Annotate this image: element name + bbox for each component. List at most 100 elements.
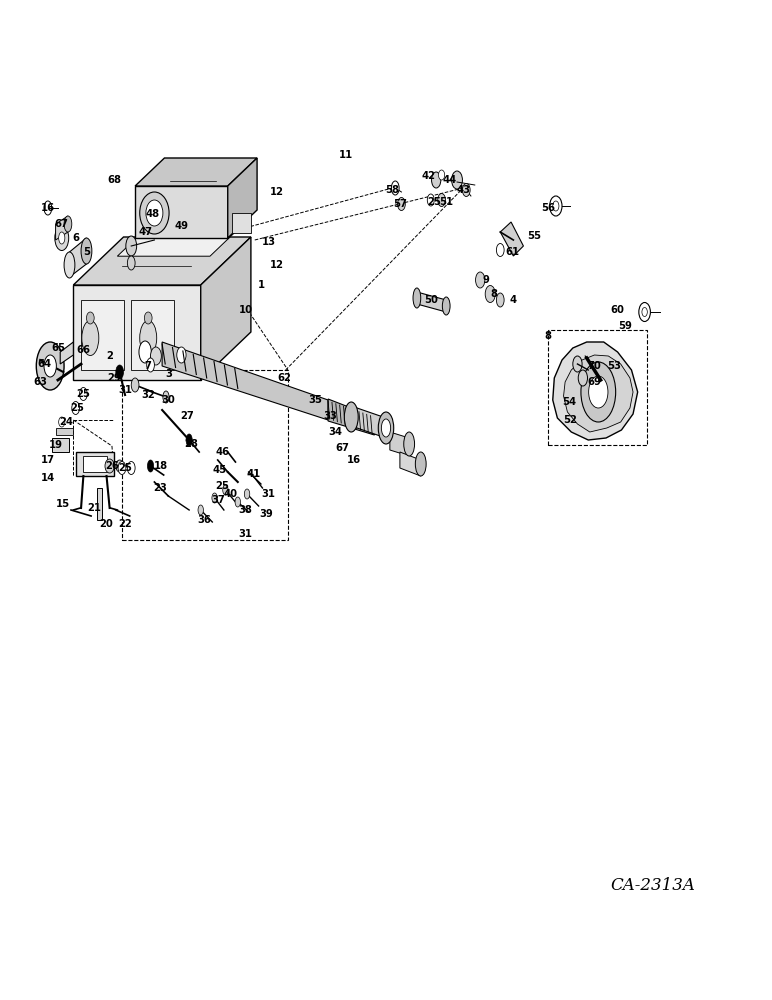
Text: 29: 29 xyxy=(107,373,121,383)
Text: 11: 11 xyxy=(339,150,353,160)
Text: 47: 47 xyxy=(138,227,152,237)
Polygon shape xyxy=(73,285,201,380)
Ellipse shape xyxy=(59,232,65,244)
Text: 37: 37 xyxy=(211,495,225,505)
Ellipse shape xyxy=(462,184,470,196)
Text: 48: 48 xyxy=(146,209,160,219)
Ellipse shape xyxy=(222,485,229,495)
Text: 31: 31 xyxy=(239,529,252,539)
Ellipse shape xyxy=(147,460,154,472)
Text: 8: 8 xyxy=(544,331,552,341)
Polygon shape xyxy=(390,432,409,456)
Text: 32: 32 xyxy=(141,390,155,400)
Text: 58: 58 xyxy=(385,185,399,195)
Bar xyxy=(81,300,124,370)
Text: 12: 12 xyxy=(269,187,283,197)
Ellipse shape xyxy=(186,434,192,446)
Ellipse shape xyxy=(496,243,504,256)
Ellipse shape xyxy=(82,320,99,356)
Text: 31: 31 xyxy=(118,385,132,395)
Ellipse shape xyxy=(244,489,250,499)
Text: 12: 12 xyxy=(269,260,283,270)
Text: 60: 60 xyxy=(611,305,625,315)
Polygon shape xyxy=(96,488,102,520)
Polygon shape xyxy=(56,428,73,435)
Bar xyxy=(548,330,647,445)
Ellipse shape xyxy=(344,402,358,432)
Text: 7: 7 xyxy=(145,361,151,371)
Ellipse shape xyxy=(415,452,426,476)
Text: 65: 65 xyxy=(51,343,65,353)
Ellipse shape xyxy=(64,252,75,278)
Text: 35: 35 xyxy=(308,395,322,405)
Text: 25: 25 xyxy=(427,197,441,207)
Polygon shape xyxy=(76,452,114,476)
Ellipse shape xyxy=(432,172,441,188)
Ellipse shape xyxy=(553,201,559,211)
Text: 39: 39 xyxy=(259,509,273,519)
Ellipse shape xyxy=(72,401,80,414)
Ellipse shape xyxy=(404,432,415,456)
Text: 62: 62 xyxy=(277,373,291,383)
Text: 19: 19 xyxy=(49,440,63,450)
Text: 53: 53 xyxy=(607,361,621,371)
Ellipse shape xyxy=(140,192,169,234)
Text: 46: 46 xyxy=(215,447,229,457)
Text: 18: 18 xyxy=(154,461,168,471)
Ellipse shape xyxy=(116,460,124,472)
Ellipse shape xyxy=(398,198,405,211)
Text: 67: 67 xyxy=(336,443,350,453)
Text: 2: 2 xyxy=(107,351,113,361)
Text: 16: 16 xyxy=(41,203,55,213)
Text: 28: 28 xyxy=(185,439,198,449)
Ellipse shape xyxy=(235,497,241,507)
Bar xyxy=(122,370,288,540)
Text: 13: 13 xyxy=(262,237,276,247)
Bar xyxy=(83,456,107,472)
Bar xyxy=(131,300,174,370)
Polygon shape xyxy=(328,399,374,435)
Ellipse shape xyxy=(452,171,462,189)
Ellipse shape xyxy=(212,493,218,503)
Text: 51: 51 xyxy=(439,197,453,207)
Ellipse shape xyxy=(177,347,186,363)
Text: 41: 41 xyxy=(246,469,260,479)
Text: 21: 21 xyxy=(87,503,101,513)
Ellipse shape xyxy=(573,356,582,372)
Text: 6: 6 xyxy=(72,233,80,243)
Ellipse shape xyxy=(578,370,587,386)
Polygon shape xyxy=(417,292,446,312)
Polygon shape xyxy=(60,342,73,364)
Text: 33: 33 xyxy=(323,411,337,421)
Text: 3: 3 xyxy=(165,369,171,379)
Text: 43: 43 xyxy=(456,185,470,195)
Ellipse shape xyxy=(413,288,421,308)
Ellipse shape xyxy=(144,312,152,324)
Text: 69: 69 xyxy=(587,377,601,387)
Ellipse shape xyxy=(126,236,137,256)
Text: 27: 27 xyxy=(180,411,194,421)
Polygon shape xyxy=(228,158,257,238)
Polygon shape xyxy=(135,158,257,186)
Ellipse shape xyxy=(44,201,52,215)
Text: 20: 20 xyxy=(100,519,113,529)
Ellipse shape xyxy=(36,342,64,390)
Ellipse shape xyxy=(151,347,161,365)
Text: 45: 45 xyxy=(213,465,227,475)
Polygon shape xyxy=(52,438,69,452)
Ellipse shape xyxy=(44,355,56,377)
Text: 9: 9 xyxy=(483,275,489,285)
Text: 49: 49 xyxy=(174,221,188,231)
Ellipse shape xyxy=(147,358,154,372)
Ellipse shape xyxy=(642,308,648,316)
Polygon shape xyxy=(553,342,638,440)
Text: 56: 56 xyxy=(541,203,555,213)
Text: 22: 22 xyxy=(118,519,132,529)
Ellipse shape xyxy=(391,181,399,195)
Polygon shape xyxy=(351,406,386,438)
Text: 63: 63 xyxy=(33,377,47,387)
Text: 30: 30 xyxy=(161,395,175,405)
Text: 52: 52 xyxy=(563,415,577,425)
Text: 25: 25 xyxy=(118,463,132,473)
Polygon shape xyxy=(56,216,68,240)
